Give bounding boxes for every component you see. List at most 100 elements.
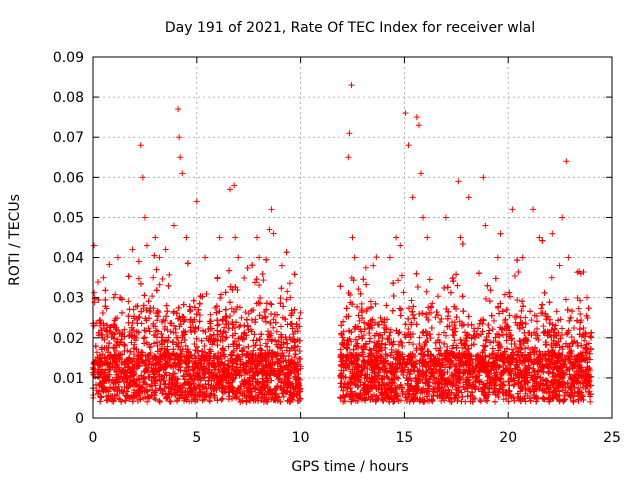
data-point bbox=[397, 338, 404, 345]
data-point bbox=[362, 264, 369, 271]
data-point bbox=[577, 310, 584, 317]
data-point bbox=[297, 309, 304, 316]
data-point bbox=[266, 347, 273, 354]
data-point bbox=[113, 348, 120, 355]
data-point bbox=[145, 325, 152, 332]
data-point bbox=[241, 275, 248, 282]
data-point bbox=[156, 281, 163, 288]
data-point bbox=[156, 309, 163, 316]
data-point bbox=[578, 358, 585, 365]
data-point bbox=[562, 296, 569, 303]
data-point bbox=[549, 230, 556, 237]
data-point bbox=[248, 317, 255, 324]
data-point bbox=[218, 291, 225, 298]
data-point bbox=[490, 317, 497, 324]
data-point bbox=[490, 338, 497, 345]
data-point bbox=[207, 311, 214, 318]
data-points bbox=[90, 82, 595, 405]
data-point bbox=[367, 298, 374, 305]
data-point bbox=[416, 334, 423, 341]
data-point bbox=[91, 289, 98, 296]
data-point bbox=[428, 310, 435, 317]
data-point bbox=[440, 329, 447, 336]
data-point bbox=[400, 289, 407, 296]
data-point bbox=[377, 314, 384, 321]
data-point bbox=[356, 317, 363, 324]
data-point bbox=[556, 262, 563, 269]
data-point bbox=[435, 331, 442, 338]
data-point bbox=[384, 336, 391, 343]
data-point bbox=[502, 316, 509, 323]
data-point bbox=[461, 386, 468, 393]
data-point bbox=[568, 334, 575, 341]
data-point bbox=[423, 288, 430, 295]
data-point bbox=[531, 312, 538, 319]
data-point bbox=[162, 317, 169, 324]
data-point bbox=[533, 325, 540, 332]
data-point bbox=[575, 305, 582, 312]
data-point bbox=[559, 346, 566, 353]
data-point bbox=[553, 308, 560, 315]
data-point bbox=[452, 325, 459, 332]
data-point bbox=[217, 295, 224, 302]
data-point bbox=[238, 314, 245, 321]
data-point bbox=[121, 383, 128, 390]
data-point bbox=[438, 398, 445, 405]
data-point bbox=[182, 328, 189, 335]
data-point bbox=[405, 325, 412, 332]
data-point bbox=[427, 335, 434, 342]
data-point bbox=[149, 293, 156, 300]
data-point bbox=[489, 326, 496, 333]
data-point bbox=[215, 321, 222, 328]
data-point bbox=[115, 383, 122, 390]
data-point bbox=[348, 338, 355, 345]
data-point bbox=[511, 273, 518, 280]
data-point bbox=[510, 382, 517, 389]
data-point bbox=[146, 307, 153, 314]
data-point bbox=[476, 372, 483, 379]
data-point bbox=[111, 345, 118, 352]
data-point bbox=[260, 277, 267, 284]
data-point bbox=[231, 337, 238, 344]
data-point bbox=[397, 397, 404, 404]
data-point bbox=[426, 276, 433, 283]
data-point bbox=[449, 345, 456, 352]
data-point bbox=[121, 326, 128, 333]
data-point bbox=[159, 275, 166, 282]
data-point bbox=[273, 328, 280, 335]
data-point bbox=[515, 268, 522, 275]
data-point bbox=[355, 286, 362, 293]
data-point bbox=[552, 322, 559, 329]
data-point bbox=[97, 322, 104, 329]
data-point bbox=[585, 340, 592, 347]
data-point bbox=[528, 317, 535, 324]
data-point bbox=[166, 271, 173, 278]
data-point bbox=[518, 353, 525, 360]
data-point bbox=[250, 347, 257, 354]
data-point bbox=[581, 337, 588, 344]
data-point bbox=[157, 386, 164, 393]
data-point bbox=[240, 344, 247, 351]
data-point bbox=[337, 346, 344, 353]
data-point bbox=[577, 297, 584, 304]
data-point bbox=[412, 374, 419, 381]
data-point bbox=[580, 325, 587, 331]
data-point bbox=[434, 293, 441, 300]
data-point bbox=[125, 298, 132, 305]
data-point bbox=[358, 300, 365, 307]
data-point bbox=[99, 351, 106, 358]
data-point bbox=[297, 365, 304, 372]
data-point bbox=[206, 398, 213, 405]
data-point bbox=[152, 362, 159, 369]
data-point bbox=[164, 326, 171, 333]
data-point bbox=[395, 277, 402, 284]
data-point bbox=[109, 398, 116, 405]
data-point bbox=[242, 309, 249, 316]
data-point bbox=[262, 340, 269, 347]
data-point bbox=[575, 385, 582, 392]
data-point bbox=[410, 341, 417, 348]
data-point bbox=[373, 254, 380, 261]
data-point bbox=[280, 393, 287, 400]
data-point bbox=[167, 328, 174, 335]
